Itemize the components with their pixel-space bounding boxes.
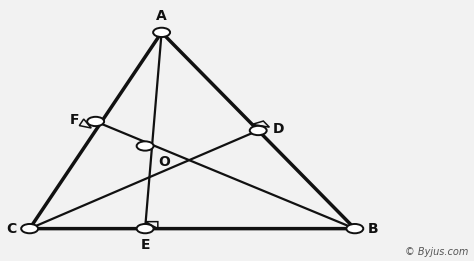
Text: D: D xyxy=(273,122,284,136)
Text: B: B xyxy=(368,222,379,236)
Text: E: E xyxy=(140,238,150,252)
Circle shape xyxy=(87,117,104,126)
Circle shape xyxy=(346,224,363,233)
Text: © Byjus.com: © Byjus.com xyxy=(404,247,468,257)
Circle shape xyxy=(153,28,170,37)
Circle shape xyxy=(137,141,154,151)
Text: C: C xyxy=(6,222,17,236)
Circle shape xyxy=(21,224,38,233)
Text: A: A xyxy=(156,9,167,23)
Text: O: O xyxy=(158,155,170,169)
Text: F: F xyxy=(70,113,79,127)
Circle shape xyxy=(137,224,154,233)
Circle shape xyxy=(250,126,267,135)
